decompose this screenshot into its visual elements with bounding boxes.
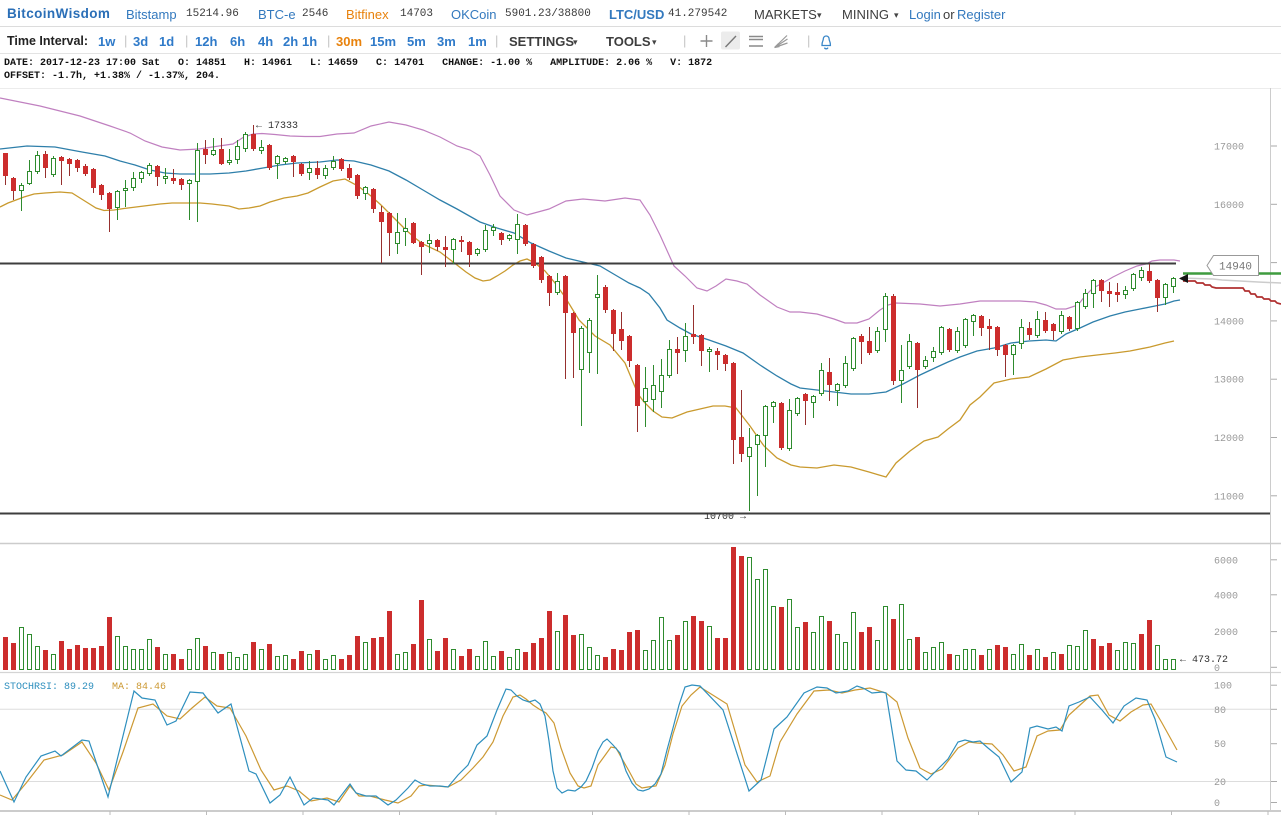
svg-text:STOCHRSI: 89.29: STOCHRSI: 89.29 <box>4 682 94 693</box>
svg-text:50: 50 <box>1214 740 1226 751</box>
svg-text:17000: 17000 <box>1214 143 1244 154</box>
svg-text:0: 0 <box>1214 664 1220 675</box>
svg-text:13000: 13000 <box>1214 376 1244 387</box>
svg-text:14000: 14000 <box>1214 317 1244 328</box>
svg-text:6000: 6000 <box>1214 556 1238 567</box>
svg-text:16000: 16000 <box>1214 201 1244 212</box>
svg-text:4000: 4000 <box>1214 591 1238 602</box>
svg-text:← 473.72: ← 473.72 <box>1180 655 1228 666</box>
svg-text:11000: 11000 <box>1214 492 1244 503</box>
svg-text:100: 100 <box>1214 682 1232 693</box>
svg-text:20: 20 <box>1214 778 1226 789</box>
svg-text:0: 0 <box>1214 799 1220 810</box>
svg-text:80: 80 <box>1214 706 1226 717</box>
svg-text:← 17333: ← 17333 <box>256 121 298 132</box>
svg-text:2000: 2000 <box>1214 628 1238 639</box>
svg-text:12000: 12000 <box>1214 434 1244 445</box>
svg-text:MA: 84.46: MA: 84.46 <box>112 682 166 693</box>
svg-text:10700 →: 10700 → <box>704 512 746 523</box>
svg-text:14940: 14940 <box>1219 262 1252 274</box>
